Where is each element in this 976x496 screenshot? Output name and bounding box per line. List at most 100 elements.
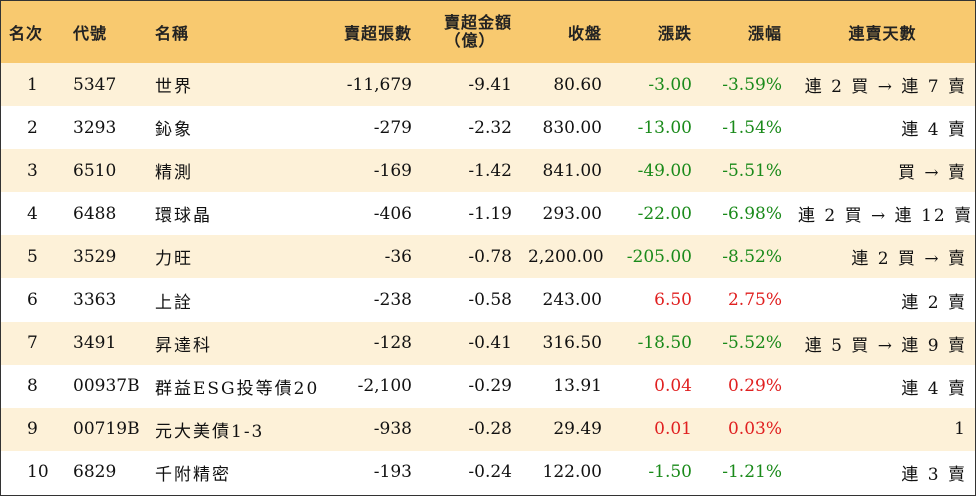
header-close[interactable]: 收盤 xyxy=(520,1,610,63)
cell-change: -22.00 xyxy=(637,203,692,224)
cell-net-sell-lots: -279 xyxy=(373,117,412,138)
header-net-sell-amount[interactable]: 賣超金額 （億） xyxy=(420,1,520,63)
cell-net-sell-amount: -0.28 xyxy=(468,419,512,440)
cell-net-sell-amount: -2.32 xyxy=(468,117,512,138)
header-code[interactable]: 代號 xyxy=(65,1,147,63)
cell-rank: 6 xyxy=(27,290,38,311)
table-row[interactable]: 1 5347 世界 -11,679 -9.41 80.60 -3.00 -3.59% 連 2 買… xyxy=(1,63,975,107)
cell-net-sell-lots: -11,679 xyxy=(346,74,412,95)
table-row[interactable]: 8 00937B 群益ESG投等債20 -2,100 -0.29 13.91 0.04 0.2… xyxy=(1,364,975,408)
header-change[interactable]: 漲跌 xyxy=(610,1,700,63)
cell-rank: 10 xyxy=(27,462,49,483)
cell-streak: 連 2 賣 xyxy=(901,292,967,313)
cell-net-sell-amount: -0.41 xyxy=(468,333,512,354)
cell-streak: 連 3 賣 xyxy=(901,464,967,485)
cell-net-sell-amount: -0.24 xyxy=(468,462,512,483)
header-row: 名次 代號 名稱 賣超張數 賣超金額 （億） 收盤 漲跌 漲幅 連賣天數 xyxy=(1,1,975,63)
cell-code: 5347 xyxy=(73,74,117,95)
table-row[interactable]: 4 6488 環球晶 -406 -1.19 293.00 -22.00 -6.98% 連 2 買… xyxy=(1,192,975,236)
cell-change: -49.00 xyxy=(637,160,692,181)
cell-change: -205.00 xyxy=(626,246,692,267)
cell-net-sell-lots: -193 xyxy=(373,462,412,483)
cell-net-sell-lots: -406 xyxy=(373,203,412,224)
cell-code: 3491 xyxy=(73,333,117,354)
header-change-pct[interactable]: 漲幅 xyxy=(700,1,790,63)
cell-change-pct: 2.75% xyxy=(727,290,782,311)
cell-net-sell-amount: -9.41 xyxy=(468,74,512,95)
cell-close: 293.00 xyxy=(542,203,602,224)
cell-change: -18.50 xyxy=(637,333,692,354)
header-net-sell-lots[interactable]: 賣超張數 xyxy=(317,1,420,63)
cell-net-sell-lots: -2,100 xyxy=(357,376,412,397)
table-row[interactable]: 6 3363 上詮 -238 -0.58 243.00 6.50 2.75% 連 2 賣 xyxy=(1,278,975,322)
cell-rank: 5 xyxy=(27,246,38,267)
cell-change-pct: -1.21% xyxy=(722,462,782,483)
table-header: 名次 代號 名稱 賣超張數 賣超金額 （億） 收盤 漲跌 漲幅 連賣天數 xyxy=(1,1,975,63)
cell-close: 2,200.00 xyxy=(528,246,604,267)
cell-rank: 1 xyxy=(27,74,38,95)
cell-net-sell-lots: -938 xyxy=(373,419,412,440)
cell-change-pct: 0.29% xyxy=(727,376,782,397)
cell-code: 3293 xyxy=(73,117,117,138)
cell-code: 6488 xyxy=(73,203,117,224)
table-row[interactable]: 7 3491 昇達科 -128 -0.41 316.50 -18.50 -5.52% 連 5 買… xyxy=(1,321,975,365)
cell-net-sell-amount: -1.42 xyxy=(468,160,512,181)
cell-change: -3.00 xyxy=(648,74,692,95)
cell-close: 841.00 xyxy=(542,160,602,181)
header-rank[interactable]: 名次 xyxy=(1,1,65,63)
cell-close: 13.91 xyxy=(553,376,602,397)
header-net-sell-amount-unit: （億） xyxy=(444,31,496,50)
cell-name: 昇達科 xyxy=(155,335,212,356)
table-body: 1 5347 世界 -11,679 -9.41 80.60 -3.00 -3.59% 連 2 買… xyxy=(1,63,975,494)
cell-change-pct: -3.59% xyxy=(722,74,782,95)
cell-streak: 連 5 買 → 連 9 賣 xyxy=(804,335,967,356)
cell-close: 80.60 xyxy=(553,74,602,95)
cell-name: 力旺 xyxy=(155,249,193,270)
cell-change-pct: -5.52% xyxy=(722,333,782,354)
cell-change-pct: -6.98% xyxy=(722,203,782,224)
cell-name: 千附精密 xyxy=(155,464,231,485)
cell-rank: 9 xyxy=(27,419,38,440)
cell-code: 00937B xyxy=(73,376,140,397)
cell-streak: 連 4 賣 xyxy=(901,378,967,399)
header-name[interactable]: 名稱 xyxy=(147,1,317,63)
cell-rank: 3 xyxy=(27,160,38,181)
cell-net-sell-amount: -1.19 xyxy=(468,203,512,224)
cell-change: -13.00 xyxy=(637,117,692,138)
table-row[interactable]: 3 6510 精測 -169 -1.42 841.00 -49.00 -5.51% 買 → 賣 xyxy=(1,149,975,193)
cell-streak: 連 4 賣 xyxy=(901,120,967,141)
table-row[interactable]: 5 3529 力旺 -36 -0.78 2,200.00 -205.00 -8.52% 連 2 … xyxy=(1,235,975,279)
cell-close: 29.49 xyxy=(553,419,602,440)
cell-change-pct: -1.54% xyxy=(722,117,782,138)
header-net-sell-amount-line1: 賣超金額 xyxy=(443,13,512,32)
table-row[interactable]: 9 00719B 元大美債1-3 -938 -0.28 29.49 0.01 0.03% 1 xyxy=(1,407,975,451)
cell-name: 環球晶 xyxy=(155,206,212,227)
cell-streak: 連 2 買 → 連 12 賣 xyxy=(798,206,974,227)
cell-net-sell-lots: -169 xyxy=(373,160,412,181)
table-row[interactable]: 10 6829 千附精密 -193 -0.24 122.00 -1.50 -1.21% 連 3 … xyxy=(1,450,975,494)
cell-net-sell-lots: -128 xyxy=(373,333,412,354)
cell-name: 精測 xyxy=(155,163,193,184)
cell-net-sell-lots: -36 xyxy=(384,246,412,267)
cell-change-pct: -5.51% xyxy=(722,160,782,181)
cell-close: 830.00 xyxy=(542,117,602,138)
cell-streak: 買 → 賣 xyxy=(897,163,967,184)
cell-close: 122.00 xyxy=(542,462,602,483)
cell-streak: 連 2 買 → 連 7 賣 xyxy=(804,77,967,98)
cell-change-pct: -8.52% xyxy=(722,246,782,267)
header-streak[interactable]: 連賣天數 xyxy=(790,1,975,63)
cell-code: 6829 xyxy=(73,462,117,483)
cell-close: 243.00 xyxy=(542,290,602,311)
cell-close: 316.50 xyxy=(542,333,602,354)
cell-change: 0.04 xyxy=(654,376,692,397)
cell-streak: 連 2 買 → 賣 xyxy=(851,249,967,270)
table-row[interactable]: 2 3293 鈊象 -279 -2.32 830.00 -13.00 -1.54% 連 4 賣 xyxy=(1,106,975,150)
cell-change: 0.01 xyxy=(654,419,692,440)
cell-net-sell-amount: -0.78 xyxy=(468,246,512,267)
cell-streak: 1 xyxy=(954,419,967,440)
cell-net-sell-amount: -0.29 xyxy=(468,376,512,397)
cell-code: 3363 xyxy=(73,290,117,311)
cell-rank: 4 xyxy=(27,203,38,224)
